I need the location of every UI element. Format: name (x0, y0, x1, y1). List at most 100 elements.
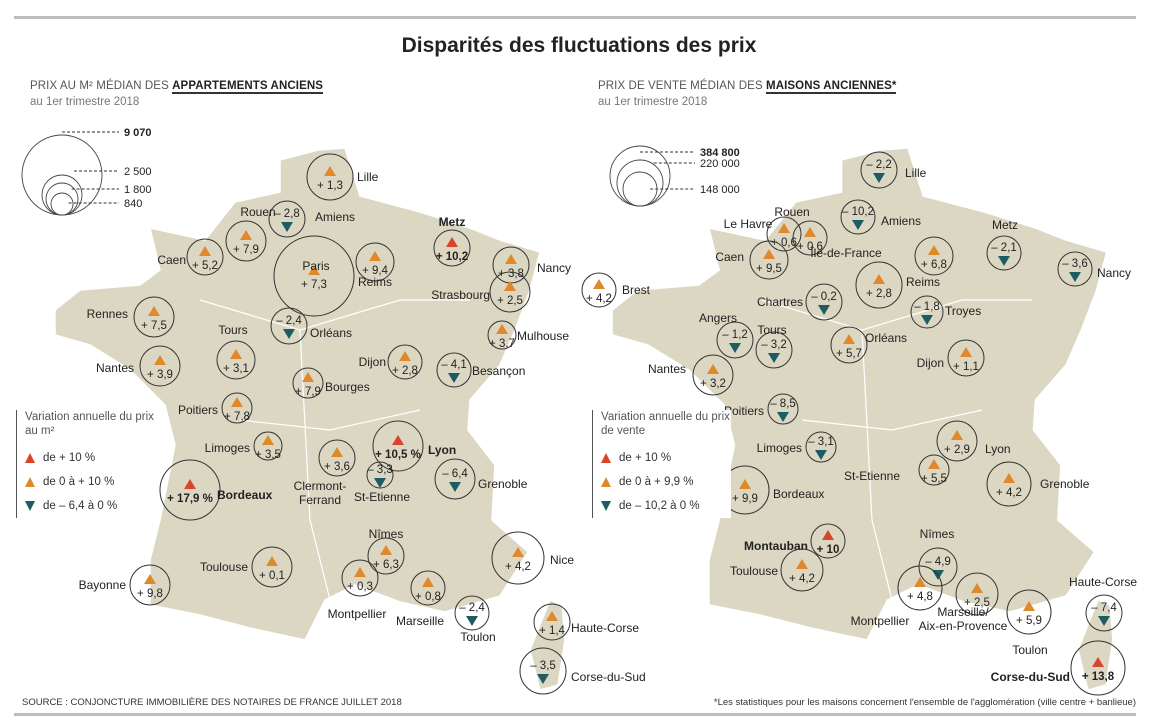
city-marker-right: + 13,8 Corse-du-Sud (991, 640, 1126, 696)
left-heading: PRIX AU M² MÉDIAN DES APPARTEMENTS ANCIE… (30, 80, 324, 94)
triangle-up-icon (843, 334, 855, 344)
triangle-up-icon (231, 397, 243, 407)
city-marker-left: + 9,8 Bayonne (79, 564, 171, 606)
city-size-circle (367, 537, 405, 575)
city-marker-right: – 3,6 Nancy (1057, 251, 1131, 287)
city-size-circle (487, 320, 517, 350)
city-marker-left: – 2,4 Toulon (454, 595, 496, 644)
city-marker-left: + 7,9 Rouen (225, 205, 276, 262)
city-name: Poitiers (724, 404, 764, 418)
city-size-circle (1070, 640, 1126, 696)
city-variation: + 4,8 (907, 591, 933, 603)
city-variation: – 3,3 (367, 464, 393, 476)
city-size-circle (159, 459, 221, 521)
city-variation: + 4,2 (789, 573, 815, 585)
city-size-circle (139, 345, 181, 387)
city-variation: – 3,5 (530, 660, 556, 672)
region-border (199, 299, 470, 331)
size-legend-label: 2 500 (124, 166, 152, 178)
city-name: Troyes (945, 304, 981, 318)
city-marker-left: + 10,5 % Lyon (372, 420, 456, 472)
city-size-circle (387, 344, 423, 380)
footnote: *Les statistiques pour les maisons conce… (713, 697, 1136, 708)
triangle-down-icon (283, 329, 295, 339)
city-marker-right: + 3,2 Nantes (648, 354, 734, 396)
city-size-circle (519, 647, 567, 695)
city-marker-left: + 5,2 Caen (157, 238, 224, 276)
city-size-circle (253, 431, 283, 461)
city-marker-right: – 1,8 Troyes (910, 295, 981, 329)
city-marker-left: + 1,4 Haute-Corse (533, 603, 639, 641)
legend-item-high: de + 10 % (601, 446, 731, 470)
city-name: Rouen (774, 205, 809, 219)
city-size-circle (433, 229, 471, 267)
city-name: Toulon (1012, 643, 1047, 657)
city-size-circle (767, 393, 799, 425)
city-name: Toulouse (200, 560, 248, 574)
city-name: Grenoble (1040, 477, 1090, 491)
city-name: Reims (906, 275, 940, 289)
city-name: Montpellier (328, 607, 387, 621)
left-heading-bold: APPARTEMENTS ANCIENS (172, 80, 324, 94)
city-variation: – 2,4 (459, 602, 485, 614)
triangle-up-icon (331, 447, 343, 457)
city-size-circle (581, 272, 617, 308)
city-marker-left: + 3,8 Nancy (492, 246, 571, 284)
city-variation: + 7,9 (233, 244, 259, 256)
city-variation: + 2,9 (944, 444, 970, 456)
triangle-up-icon (240, 230, 252, 240)
legend-label: de 0 à + 9,9 % (619, 476, 694, 488)
triangle-up-icon (1023, 601, 1035, 611)
city-size-circle (268, 200, 306, 238)
city-variation: + 1,1 (953, 361, 979, 373)
city-size-circle (1006, 589, 1052, 635)
triangle-up-icon (504, 281, 516, 291)
triangle-down-icon (815, 450, 827, 460)
city-name: Besançon (472, 364, 525, 378)
city-variation: – 7,4 (1091, 602, 1117, 614)
city-variation: + 5,2 (192, 260, 218, 272)
city-marker-right: + 4,2 Toulouse (730, 548, 824, 592)
city-name: Corse-du-Sud (991, 670, 1070, 684)
triangle-up-icon (154, 355, 166, 365)
region-border (861, 329, 893, 601)
triangle-up-icon (960, 347, 972, 357)
city-variation: – 10,2 (842, 206, 874, 218)
right-heading: PRIX DE VENTE MÉDIAN DES MAISONS ANCIENN… (598, 80, 897, 94)
size-legend-label: 148 000 (700, 184, 740, 196)
city-marker-left: – 3,5 Corse-du-Sud (519, 647, 646, 695)
city-marker-left: + 1,3 Lille (306, 153, 379, 201)
city-name: Toulouse (730, 564, 778, 578)
city-variation: – 6,4 (442, 468, 468, 480)
city-size-circle (947, 339, 985, 377)
city-name: St-Etienne (354, 490, 410, 504)
city-size-circle (766, 216, 802, 252)
city-marker-left: + 3,9 Nantes (96, 345, 181, 387)
city-size-circle (830, 326, 868, 364)
city-marker-right: + 1,1 Dijon (917, 339, 985, 377)
city-marker-left: + 17,9 % Bordeaux (159, 459, 273, 521)
city-marker-left: + 6,3 Nîmes (367, 527, 405, 575)
city-size-circle (1057, 251, 1093, 287)
triangle-up-icon (144, 574, 156, 584)
city-variation: – 3,6 (1062, 258, 1088, 270)
city-name: Caen (715, 250, 744, 264)
triangle-up-icon (496, 324, 508, 334)
city-marker-right: + 4,8 Montpellier (851, 565, 943, 628)
legend-item-up: de 0 à + 9,9 % (601, 470, 731, 494)
city-size-circle (292, 367, 324, 399)
size-legend-label: 1 800 (124, 184, 152, 196)
city-name: Bordeaux (773, 487, 824, 501)
city-name: Marseille (396, 614, 444, 628)
city-marker-right: – 7,4 Haute-Corse (1069, 575, 1137, 632)
right-period: au 1er trimestre 2018 (598, 96, 708, 108)
city-variation: + 9,9 (732, 493, 758, 505)
city-variation: – 2,8 (274, 208, 300, 220)
city-variation: – 2,1 (991, 242, 1017, 254)
city-marker-left: + 3,5 Limoges (205, 431, 283, 461)
city-size-circle (341, 559, 379, 597)
city-marker-right: – 3,2 Tours (755, 323, 793, 369)
